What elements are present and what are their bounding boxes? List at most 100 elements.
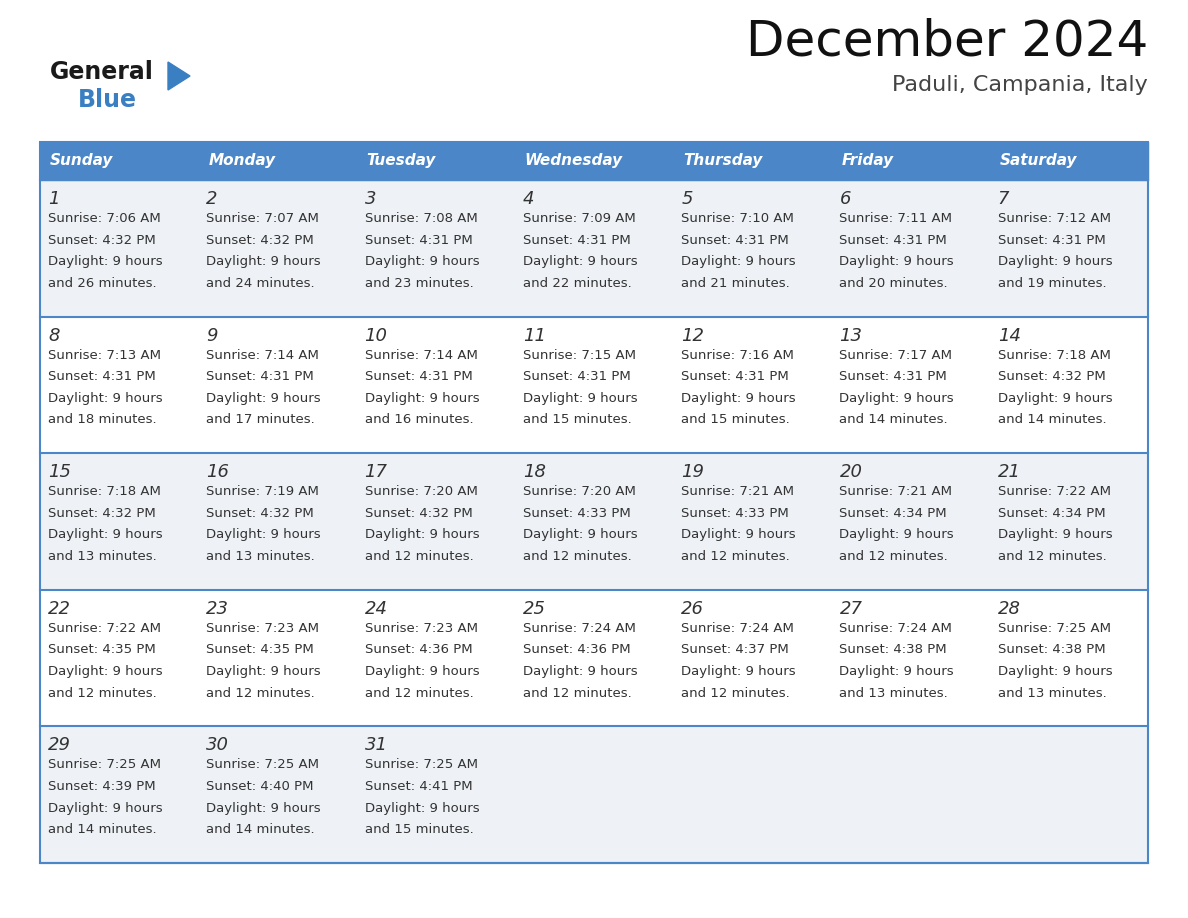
Text: Sunrise: 7:25 AM: Sunrise: 7:25 AM — [365, 758, 478, 771]
Bar — [40, 317, 1148, 453]
Text: Sunset: 4:31 PM: Sunset: 4:31 PM — [523, 233, 631, 247]
Text: Daylight: 9 hours: Daylight: 9 hours — [840, 529, 954, 542]
Text: and 17 minutes.: and 17 minutes. — [207, 413, 315, 426]
Text: and 20 minutes.: and 20 minutes. — [840, 276, 948, 290]
Text: Sunrise: 7:12 AM: Sunrise: 7:12 AM — [998, 212, 1111, 225]
Text: and 12 minutes.: and 12 minutes. — [365, 687, 473, 700]
Text: Daylight: 9 hours: Daylight: 9 hours — [681, 665, 796, 678]
Text: 12: 12 — [681, 327, 704, 344]
Text: 24: 24 — [365, 599, 387, 618]
Text: and 12 minutes.: and 12 minutes. — [523, 687, 632, 700]
Text: Daylight: 9 hours: Daylight: 9 hours — [840, 392, 954, 405]
Text: Sunset: 4:39 PM: Sunset: 4:39 PM — [48, 780, 156, 793]
Text: Sunset: 4:37 PM: Sunset: 4:37 PM — [681, 644, 789, 656]
Text: Sunset: 4:36 PM: Sunset: 4:36 PM — [523, 644, 631, 656]
Text: 2: 2 — [207, 190, 217, 208]
Text: 21: 21 — [998, 464, 1020, 481]
Text: Sunset: 4:32 PM: Sunset: 4:32 PM — [207, 507, 314, 520]
Text: Sunset: 4:34 PM: Sunset: 4:34 PM — [840, 507, 947, 520]
Text: Sunrise: 7:14 AM: Sunrise: 7:14 AM — [365, 349, 478, 362]
Text: Saturday: Saturday — [1000, 153, 1078, 169]
Text: and 13 minutes.: and 13 minutes. — [840, 687, 948, 700]
Text: 29: 29 — [48, 736, 71, 755]
Text: Daylight: 9 hours: Daylight: 9 hours — [365, 392, 479, 405]
Text: and 12 minutes.: and 12 minutes. — [681, 550, 790, 563]
Text: 15: 15 — [48, 464, 71, 481]
Text: Sunrise: 7:21 AM: Sunrise: 7:21 AM — [681, 486, 794, 498]
Text: and 14 minutes.: and 14 minutes. — [48, 823, 157, 836]
Text: Daylight: 9 hours: Daylight: 9 hours — [365, 801, 479, 814]
Text: 28: 28 — [998, 599, 1020, 618]
Text: Sunset: 4:35 PM: Sunset: 4:35 PM — [48, 644, 156, 656]
Text: Sunset: 4:35 PM: Sunset: 4:35 PM — [207, 644, 314, 656]
Text: Sunrise: 7:22 AM: Sunrise: 7:22 AM — [998, 486, 1111, 498]
Text: Daylight: 9 hours: Daylight: 9 hours — [523, 665, 638, 678]
Text: General: General — [50, 60, 154, 84]
Text: Sunset: 4:32 PM: Sunset: 4:32 PM — [48, 507, 156, 520]
Text: Monday: Monday — [208, 153, 276, 169]
Text: Daylight: 9 hours: Daylight: 9 hours — [365, 255, 479, 268]
Text: 8: 8 — [48, 327, 59, 344]
Text: Daylight: 9 hours: Daylight: 9 hours — [998, 255, 1112, 268]
Text: Daylight: 9 hours: Daylight: 9 hours — [207, 665, 321, 678]
Text: and 15 minutes.: and 15 minutes. — [681, 413, 790, 426]
Text: 6: 6 — [840, 190, 851, 208]
Text: Sunset: 4:34 PM: Sunset: 4:34 PM — [998, 507, 1105, 520]
Text: and 14 minutes.: and 14 minutes. — [207, 823, 315, 836]
Text: Sunset: 4:32 PM: Sunset: 4:32 PM — [365, 507, 473, 520]
Text: Sunrise: 7:07 AM: Sunrise: 7:07 AM — [207, 212, 320, 225]
Text: 31: 31 — [365, 736, 387, 755]
Text: Sunrise: 7:15 AM: Sunrise: 7:15 AM — [523, 349, 636, 362]
Text: Daylight: 9 hours: Daylight: 9 hours — [207, 529, 321, 542]
Text: Sunset: 4:32 PM: Sunset: 4:32 PM — [998, 370, 1106, 383]
Text: and 14 minutes.: and 14 minutes. — [998, 413, 1106, 426]
Text: Sunset: 4:31 PM: Sunset: 4:31 PM — [365, 370, 473, 383]
Text: Sunset: 4:31 PM: Sunset: 4:31 PM — [207, 370, 314, 383]
Text: Sunset: 4:38 PM: Sunset: 4:38 PM — [840, 644, 947, 656]
Text: Daylight: 9 hours: Daylight: 9 hours — [523, 392, 638, 405]
Text: Sunset: 4:33 PM: Sunset: 4:33 PM — [523, 507, 631, 520]
Text: Sunrise: 7:20 AM: Sunrise: 7:20 AM — [523, 486, 636, 498]
Text: Thursday: Thursday — [683, 153, 763, 169]
Text: and 26 minutes.: and 26 minutes. — [48, 276, 157, 290]
Text: Sunset: 4:31 PM: Sunset: 4:31 PM — [840, 233, 947, 247]
Text: Sunrise: 7:18 AM: Sunrise: 7:18 AM — [48, 486, 160, 498]
Text: Sunrise: 7:23 AM: Sunrise: 7:23 AM — [365, 621, 478, 635]
Text: and 23 minutes.: and 23 minutes. — [365, 276, 473, 290]
Text: and 15 minutes.: and 15 minutes. — [365, 823, 473, 836]
Text: 11: 11 — [523, 327, 545, 344]
Text: 1: 1 — [48, 190, 59, 208]
Text: Sunset: 4:41 PM: Sunset: 4:41 PM — [365, 780, 472, 793]
Text: Paduli, Campania, Italy: Paduli, Campania, Italy — [892, 75, 1148, 95]
Text: and 12 minutes.: and 12 minutes. — [523, 550, 632, 563]
Text: Sunrise: 7:16 AM: Sunrise: 7:16 AM — [681, 349, 794, 362]
Bar — [40, 142, 1148, 180]
Text: and 22 minutes.: and 22 minutes. — [523, 276, 632, 290]
Text: Sunrise: 7:19 AM: Sunrise: 7:19 AM — [207, 486, 320, 498]
Text: Daylight: 9 hours: Daylight: 9 hours — [523, 529, 638, 542]
Text: Blue: Blue — [78, 88, 137, 112]
Text: Sunrise: 7:25 AM: Sunrise: 7:25 AM — [48, 758, 162, 771]
Text: and 13 minutes.: and 13 minutes. — [207, 550, 315, 563]
Text: Sunrise: 7:10 AM: Sunrise: 7:10 AM — [681, 212, 794, 225]
Text: Sunrise: 7:24 AM: Sunrise: 7:24 AM — [523, 621, 636, 635]
Text: 23: 23 — [207, 599, 229, 618]
Text: 20: 20 — [840, 464, 862, 481]
Text: and 12 minutes.: and 12 minutes. — [365, 550, 473, 563]
Text: 10: 10 — [365, 327, 387, 344]
Text: Sunrise: 7:17 AM: Sunrise: 7:17 AM — [840, 349, 953, 362]
Text: and 12 minutes.: and 12 minutes. — [840, 550, 948, 563]
Text: and 13 minutes.: and 13 minutes. — [48, 550, 157, 563]
Text: 3: 3 — [365, 190, 377, 208]
Text: Sunday: Sunday — [50, 153, 113, 169]
Text: and 16 minutes.: and 16 minutes. — [365, 413, 473, 426]
Text: and 12 minutes.: and 12 minutes. — [681, 687, 790, 700]
Text: Sunrise: 7:24 AM: Sunrise: 7:24 AM — [681, 621, 794, 635]
Text: Daylight: 9 hours: Daylight: 9 hours — [48, 392, 163, 405]
Text: 18: 18 — [523, 464, 545, 481]
Text: Sunrise: 7:23 AM: Sunrise: 7:23 AM — [207, 621, 320, 635]
Text: 26: 26 — [681, 599, 704, 618]
Text: Daylight: 9 hours: Daylight: 9 hours — [48, 529, 163, 542]
Text: and 18 minutes.: and 18 minutes. — [48, 413, 157, 426]
Text: Daylight: 9 hours: Daylight: 9 hours — [207, 255, 321, 268]
